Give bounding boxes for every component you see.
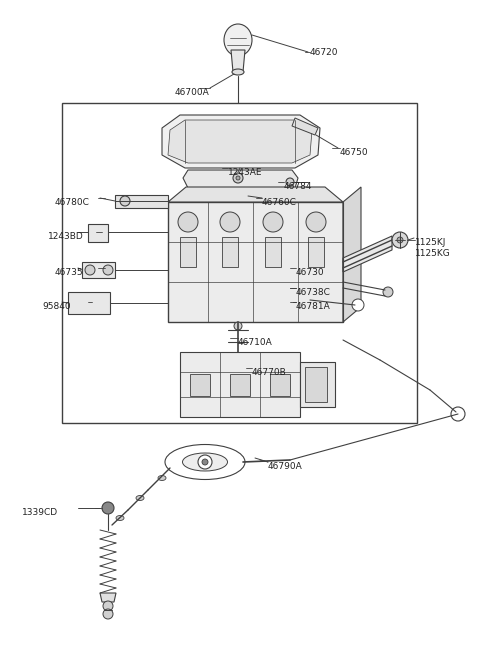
Circle shape bbox=[198, 455, 212, 469]
Circle shape bbox=[451, 407, 465, 421]
Bar bbox=[230, 374, 250, 396]
Circle shape bbox=[233, 173, 243, 183]
Circle shape bbox=[236, 176, 240, 180]
Text: 46780C: 46780C bbox=[55, 198, 90, 207]
Text: 46750: 46750 bbox=[340, 148, 369, 157]
Text: 46760C: 46760C bbox=[262, 198, 297, 207]
Bar bbox=[180, 237, 196, 267]
Text: 46738C: 46738C bbox=[296, 288, 331, 297]
Polygon shape bbox=[88, 224, 108, 242]
Bar bbox=[222, 237, 238, 267]
Text: 1125KG: 1125KG bbox=[415, 249, 451, 258]
Text: 46710A: 46710A bbox=[238, 338, 273, 347]
Circle shape bbox=[397, 237, 403, 243]
Bar bbox=[180, 352, 300, 417]
Bar bbox=[190, 374, 210, 396]
Circle shape bbox=[178, 212, 198, 232]
Polygon shape bbox=[343, 236, 392, 272]
Polygon shape bbox=[115, 195, 168, 208]
Polygon shape bbox=[343, 187, 361, 322]
Bar bbox=[62, 103, 417, 423]
Bar bbox=[168, 202, 343, 322]
Text: 46770B: 46770B bbox=[252, 368, 287, 377]
Bar bbox=[308, 237, 324, 267]
Text: 1243AE: 1243AE bbox=[228, 168, 263, 177]
Circle shape bbox=[352, 299, 364, 311]
Bar bbox=[68, 292, 110, 314]
Text: 46781A: 46781A bbox=[296, 302, 331, 311]
Text: 46735: 46735 bbox=[55, 268, 84, 277]
Bar bbox=[265, 237, 281, 267]
Polygon shape bbox=[100, 593, 116, 602]
Ellipse shape bbox=[224, 24, 252, 56]
Polygon shape bbox=[162, 115, 320, 168]
Ellipse shape bbox=[182, 453, 228, 471]
Text: 46790A: 46790A bbox=[268, 462, 303, 471]
Ellipse shape bbox=[227, 191, 249, 201]
Circle shape bbox=[202, 459, 208, 465]
Text: 46720: 46720 bbox=[310, 48, 338, 57]
Ellipse shape bbox=[232, 69, 244, 75]
Circle shape bbox=[306, 212, 326, 232]
Circle shape bbox=[220, 212, 240, 232]
Ellipse shape bbox=[158, 476, 166, 481]
Circle shape bbox=[286, 178, 294, 186]
Text: 95840: 95840 bbox=[42, 302, 71, 311]
Polygon shape bbox=[168, 120, 312, 163]
Circle shape bbox=[263, 212, 283, 232]
Circle shape bbox=[103, 609, 113, 619]
Circle shape bbox=[383, 287, 393, 297]
Ellipse shape bbox=[136, 495, 144, 500]
Circle shape bbox=[85, 265, 95, 275]
Bar bbox=[270, 374, 290, 396]
Ellipse shape bbox=[116, 515, 124, 521]
Text: 1339CD: 1339CD bbox=[22, 508, 58, 517]
Circle shape bbox=[120, 196, 130, 206]
Text: 46700A: 46700A bbox=[175, 88, 210, 97]
Ellipse shape bbox=[233, 193, 243, 198]
Polygon shape bbox=[183, 170, 298, 188]
Bar bbox=[305, 367, 327, 402]
Text: 1125KJ: 1125KJ bbox=[415, 238, 446, 247]
Text: 46730: 46730 bbox=[296, 268, 324, 277]
Polygon shape bbox=[168, 187, 343, 202]
Circle shape bbox=[103, 601, 113, 611]
Polygon shape bbox=[300, 362, 335, 407]
Circle shape bbox=[103, 265, 113, 275]
Circle shape bbox=[392, 232, 408, 248]
Polygon shape bbox=[82, 262, 115, 278]
Circle shape bbox=[102, 502, 114, 514]
Text: 1243BD: 1243BD bbox=[48, 232, 84, 241]
Circle shape bbox=[234, 322, 242, 330]
Polygon shape bbox=[292, 118, 318, 135]
Text: 46784: 46784 bbox=[284, 182, 312, 191]
Polygon shape bbox=[231, 50, 245, 72]
